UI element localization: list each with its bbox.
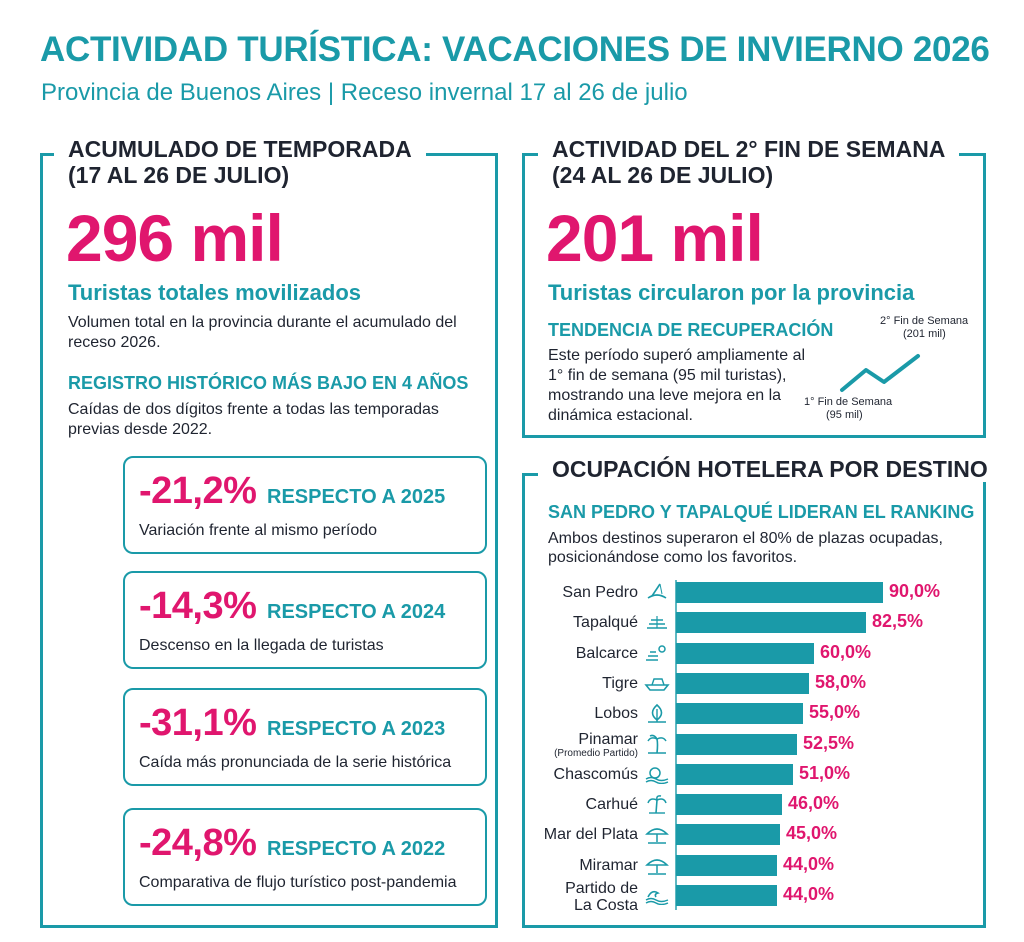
stat-description: Variación frente al mismo período <box>139 522 378 539</box>
chart-bar <box>676 582 883 603</box>
destination-label: Balcarce <box>575 644 638 662</box>
ranking-description: Ambos destinos superaron el 80% de plaza… <box>548 530 943 566</box>
umbrella-icon <box>645 858 669 875</box>
fishing-icon <box>647 583 667 599</box>
chart-value-label: 58,0% <box>815 671 867 692</box>
chart-bar <box>676 763 793 785</box>
page-subtitle: Provincia de Buenos Aires | Receso inver… <box>41 79 688 106</box>
destination-label: Lobos <box>594 705 638 723</box>
destination-label: Chascomús <box>553 765 638 783</box>
stat-reference: RESPECTO A 2025 <box>267 486 446 508</box>
chart-bar <box>676 703 803 725</box>
season-total-description: Volumen total en la provincia durante el… <box>68 314 457 351</box>
chart-bar <box>676 612 866 634</box>
historic-description: Caídas de dos dígitos frente a todas las… <box>68 401 439 438</box>
destination-label: Miramar <box>579 856 638 874</box>
destination-label: Partido de La Costa <box>565 880 638 914</box>
chart-value-label: 51,0% <box>799 762 851 783</box>
stat-reference: RESPECTO A 2022 <box>267 838 446 860</box>
stat-description: Descenso en la llegada de turistas <box>139 637 384 654</box>
chart-bar <box>676 672 809 694</box>
weekend-total-value: 201 mil <box>546 201 764 275</box>
stat-percent: -21,2% <box>139 470 257 512</box>
season-title-line2: (17 AL 26 DE JULIO) <box>68 162 290 188</box>
weekend-title-line2: (24 AL 26 DE JULIO) <box>552 162 774 188</box>
palm-icon <box>647 734 667 754</box>
tree-icon <box>648 704 666 723</box>
chart-bar <box>676 642 814 664</box>
chart-value-label: 52,5% <box>803 732 855 753</box>
trend-low-label: 1° Fin de Semana <box>804 396 893 408</box>
hotel-panel-title: OCUPACIÓN HOTELERA POR DESTINO <box>538 456 1002 482</box>
destination-label: Pinamar (Promedio Partido) <box>554 730 638 759</box>
chart-value-label: 60,0% <box>820 641 872 662</box>
stat-description: Caída más pronunciada de la serie histór… <box>139 754 452 771</box>
season-total-value: 296 mil <box>66 201 284 275</box>
trend-high-label: 2° Fin de Semana <box>880 315 969 327</box>
umbrella-icon <box>645 828 669 845</box>
chart-bar <box>676 733 797 755</box>
stat-card-2023: -31,1% RESPECTO A 2023 Caída más pronunc… <box>123 688 487 786</box>
destination-label: Carhué <box>585 796 638 814</box>
chart-bar <box>676 824 780 846</box>
stat-reference: RESPECTO A 2024 <box>267 601 446 623</box>
field-icon <box>647 616 667 630</box>
chart-value-label: 90,0% <box>889 581 941 601</box>
trend-description: Este período superó ampliamente al 1° fi… <box>548 347 806 424</box>
chart-bar <box>676 854 777 876</box>
lake-icon <box>645 767 669 784</box>
trend-high-value: (201 mil) <box>903 328 946 340</box>
sun-field-icon <box>646 644 666 661</box>
stat-description: Comparativa de flujo turístico post-pand… <box>139 874 457 891</box>
season-total-label: Turistas totales movilizados <box>68 280 362 305</box>
season-panel-title: ACUMULADO DE TEMPORADA (17 AL 26 DE JULI… <box>54 136 426 188</box>
chart-value-label: 55,0% <box>809 702 861 723</box>
chart-value-label: 44,0% <box>783 884 835 904</box>
trend-title: TENDENCIA DE RECUPERACIÓN <box>548 320 834 340</box>
stat-percent: -24,8% <box>139 822 257 864</box>
stat-reference: RESPECTO A 2023 <box>267 718 446 740</box>
stat-card-2022: -24,8% RESPECTO A 2022 Comparativa de fl… <box>123 808 487 906</box>
trend-low-value: (95 mil) <box>826 409 863 421</box>
stat-percent: -14,3% <box>139 585 257 627</box>
boat-icon <box>644 678 670 691</box>
weekend-title-line1: ACTIVIDAD DEL 2° FIN DE SEMANA <box>552 136 946 162</box>
ranking-title: SAN PEDRO Y TAPALQUÉ LIDERAN EL RANKING <box>548 502 975 522</box>
stat-card-2024: -14,3% RESPECTO A 2024 Descenso en la ll… <box>123 571 487 669</box>
destination-note: (Promedio Partido) <box>554 747 638 759</box>
destination-label: Tigre <box>602 674 638 692</box>
chart-bar <box>676 794 782 816</box>
chart-value-label: 46,0% <box>788 793 840 814</box>
destination-label: Tapalqué <box>573 614 638 632</box>
stat-card-2025: -21,2% RESPECTO A 2025 Variación frente … <box>123 456 487 554</box>
page-title: ACTIVIDAD TURÍSTICA: VACACIONES DE INVIE… <box>40 30 990 69</box>
chart-value-label: 45,0% <box>786 823 838 844</box>
weekend-total-label: Turistas circularon por la provincia <box>548 280 915 305</box>
wave-icon <box>645 890 669 905</box>
historic-title: REGISTRO HISTÓRICO MÁS BAJO EN 4 AÑOS <box>68 373 469 393</box>
stat-percent: -31,1% <box>139 702 257 744</box>
chart-value-label: 44,0% <box>783 853 835 874</box>
chart-value-label: 82,5% <box>872 611 924 632</box>
destination-label: Mar del Plata <box>543 826 638 844</box>
destination-label: San Pedro <box>562 584 638 601</box>
chart-bar <box>676 885 777 906</box>
weekend-panel-title: ACTIVIDAD DEL 2° FIN DE SEMANA (24 AL 26… <box>538 136 960 188</box>
palm-tree-icon <box>647 795 667 814</box>
season-title-line1: ACUMULADO DE TEMPORADA <box>68 136 412 162</box>
trend-line-icon <box>840 354 920 392</box>
